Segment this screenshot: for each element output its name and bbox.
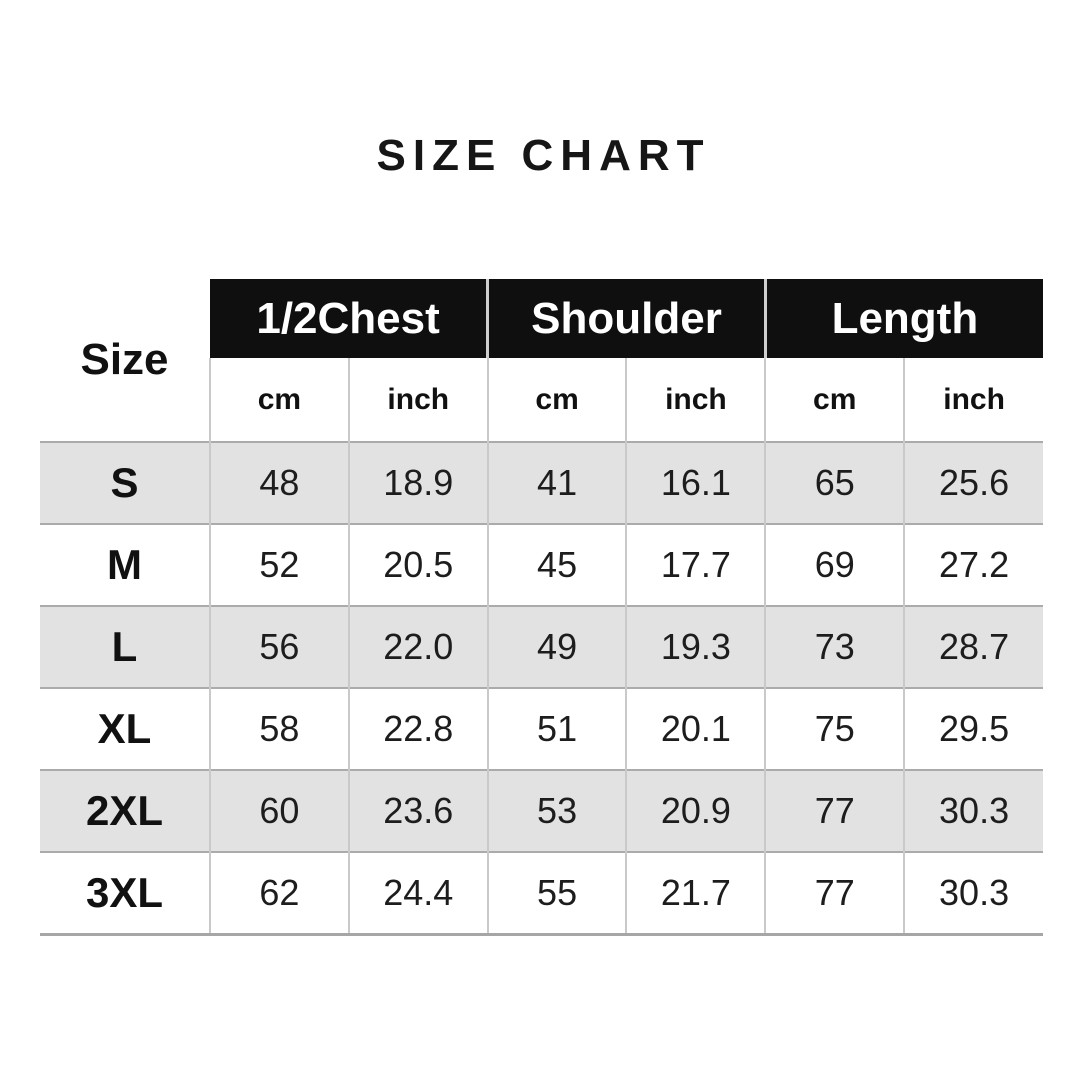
value-cell: 55 (486, 851, 627, 936)
value-cell: 21.7 (625, 851, 766, 936)
value-cell: 65 (764, 441, 905, 524)
value-cell: 17.7 (625, 523, 766, 606)
unit-header-chest-inch: inch (347, 358, 488, 442)
value-cell: 19.3 (625, 605, 766, 688)
value-cell: 22.8 (347, 687, 488, 770)
group-header-row: Size 1/2Chest Shoulder Length (40, 279, 1043, 442)
value-cell: 20.5 (347, 523, 488, 606)
value-cell: 48 (209, 441, 349, 524)
value-cell: 53 (486, 769, 627, 852)
value-cell: 25.6 (903, 441, 1043, 524)
value-cell: 20.1 (625, 687, 766, 770)
table-row-m: M 52 20.5 45 17.7 69 27.2 (40, 523, 1043, 606)
value-cell: 77 (764, 769, 905, 852)
column-group-chest: 1/2Chest (210, 279, 488, 358)
value-cell: 52 (209, 523, 349, 606)
size-chart-table: Size 1/2Chest Shoulder Length cm inch cm… (40, 279, 1043, 936)
value-cell: 75 (764, 687, 905, 770)
table-row-2xl: 2XL 60 23.6 53 20.9 77 30.3 (40, 769, 1043, 852)
size-cell: 2XL (40, 769, 210, 852)
size-cell: XL (40, 687, 210, 770)
unit-header-shoulder-inch: inch (625, 358, 766, 442)
size-corner-label: Size (40, 279, 210, 442)
value-cell: 28.7 (903, 605, 1043, 688)
value-cell: 62 (209, 851, 349, 936)
column-group-shoulder: Shoulder (486, 279, 766, 358)
size-cell: S (40, 441, 210, 524)
value-cell: 20.9 (625, 769, 766, 852)
value-cell: 69 (764, 523, 905, 606)
value-cell: 56 (209, 605, 349, 688)
value-cell: 16.1 (625, 441, 766, 524)
value-cell: 30.3 (903, 851, 1043, 936)
unit-header-shoulder-cm: cm (486, 358, 627, 442)
value-cell: 73 (764, 605, 905, 688)
value-cell: 77 (764, 851, 905, 936)
value-cell: 60 (209, 769, 349, 852)
size-cell: M (40, 523, 210, 606)
size-cell: 3XL (40, 851, 210, 936)
unit-header-length-inch: inch (903, 358, 1043, 442)
table-row-s: S 48 18.9 41 16.1 65 25.6 (40, 441, 1043, 524)
value-cell: 45 (486, 523, 627, 606)
unit-header-length-cm: cm (764, 358, 905, 442)
value-cell: 30.3 (903, 769, 1043, 852)
column-group-length: Length (763, 279, 1043, 358)
table-row-3xl: 3XL 62 24.4 55 21.7 77 30.3 (40, 851, 1043, 936)
table-row-xl: XL 58 22.8 51 20.1 75 29.5 (40, 687, 1043, 770)
size-cell: L (40, 605, 210, 688)
value-cell: 51 (486, 687, 627, 770)
value-cell: 24.4 (347, 851, 488, 936)
page-title: SIZE CHART (376, 131, 711, 180)
value-cell: 18.9 (347, 441, 488, 524)
value-cell: 29.5 (903, 687, 1043, 770)
table-row-l: L 56 22.0 49 19.3 73 28.7 (40, 605, 1043, 688)
unit-header-row: cm inch cm inch cm inch (40, 358, 1043, 442)
value-cell: 27.2 (903, 523, 1043, 606)
value-cell: 49 (486, 605, 627, 688)
value-cell: 58 (209, 687, 349, 770)
value-cell: 41 (486, 441, 627, 524)
value-cell: 23.6 (347, 769, 488, 852)
value-cell: 22.0 (347, 605, 488, 688)
unit-header-chest-cm: cm (209, 358, 349, 442)
